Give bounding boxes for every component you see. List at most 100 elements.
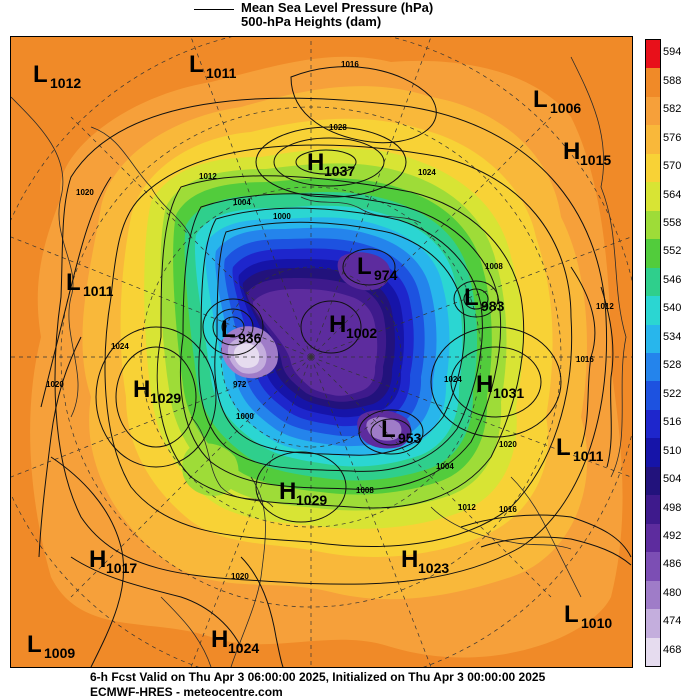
isobar-label-8: 1024 <box>111 342 129 351</box>
colorbar-tick-label: 522 <box>663 387 681 400</box>
isobar-label-19: 1012 <box>458 503 476 512</box>
low-pressure-letter: L <box>381 416 396 443</box>
colorbar-tick-label: 594 <box>663 46 681 59</box>
weather-map-canvas: 1016 1028 1024 1012 1004 1000 1020 1024 … <box>11 37 632 667</box>
isobar-label-17: 1008 <box>356 486 374 495</box>
low-pressure-letter: L <box>464 284 479 311</box>
coastline-arctic-islands <box>300 196 422 224</box>
low-pressure-letter: L <box>33 61 48 88</box>
pressure-center-value: 1011 <box>573 448 604 464</box>
colorbar-tick-label: 546 <box>663 273 681 286</box>
isobar-1012-ring <box>156 175 525 509</box>
colorbar-segment <box>646 637 660 667</box>
high-pressure-letter: H <box>563 138 580 165</box>
pressure-center-value: 1037 <box>324 163 355 179</box>
isobar-1016-ring <box>104 144 573 547</box>
colorbar-segment <box>646 466 660 496</box>
colorbar-segment <box>646 324 660 354</box>
meridian-10 <box>190 37 312 358</box>
isobar-1028-high <box>255 126 407 198</box>
colorbar-segment <box>646 580 660 610</box>
high-pressure-letter: H <box>329 311 346 338</box>
colorbar-segment <box>646 96 660 126</box>
colorbar-segment <box>646 438 660 468</box>
pressure-center-value: 1024 <box>228 640 259 656</box>
isobar-low-953-2 <box>370 418 412 446</box>
colorbar-segment <box>646 125 660 155</box>
isobar-1000-ring <box>214 221 466 456</box>
pressure-center-value: 1031 <box>493 385 524 401</box>
pressure-center-value: 1023 <box>418 560 449 576</box>
isobar-label-15: 1012 <box>596 302 614 311</box>
isobar-1024-west <box>38 336 82 558</box>
high-pressure-letter: H <box>307 149 324 176</box>
height-fill-layer <box>30 56 623 658</box>
isobar-1020-west-high <box>95 326 217 468</box>
height-band-492 <box>252 289 378 396</box>
pressure-center-value: 953 <box>398 430 422 446</box>
height-band-474 <box>233 343 260 368</box>
meridian-15 <box>11 356 312 478</box>
colorbar-segment <box>646 381 660 411</box>
isobar-label-11: 972 <box>233 380 247 389</box>
lat-lon-grid <box>11 37 632 667</box>
colorbar-tick-label: 552 <box>663 245 681 258</box>
colorbar-segment <box>646 40 660 69</box>
high-pressure-letter: H <box>401 546 418 573</box>
isobar-1004-ring <box>198 207 483 472</box>
coastline-central-america <box>160 596 212 667</box>
high-pressure-letter: H <box>133 376 150 403</box>
isobar-low-974 <box>342 248 396 286</box>
pressure-center-value: 1012 <box>50 75 81 91</box>
isobar-labels: 1016 1028 1024 1012 1004 1000 1020 1024 … <box>46 60 614 581</box>
pressure-center-value: 1017 <box>106 560 137 576</box>
high-pressure-letter: H <box>279 478 296 505</box>
pressure-center-value: 1029 <box>150 390 181 406</box>
pressure-center-value: 1010 <box>581 615 612 631</box>
colorbar-segment <box>646 409 660 439</box>
isobar-1008-ring <box>179 193 502 490</box>
high-pressure-letter: H <box>211 626 228 653</box>
colorbar-tick-label: 588 <box>663 74 681 87</box>
isobar-label-21: 1020 <box>231 572 249 581</box>
low-pressure-letter: L <box>189 51 204 78</box>
colorbar-segment <box>646 609 660 639</box>
low-pressure-letter: L <box>27 631 42 658</box>
isobar-low-936-1 <box>202 298 264 356</box>
isobar-label-4: 1012 <box>199 172 217 181</box>
colorbar-segment <box>646 523 660 553</box>
isobar-label-6: 1000 <box>273 212 291 221</box>
colorbar-tick-label: 558 <box>663 216 681 229</box>
colorbar-tick-label: 528 <box>663 359 681 372</box>
isobar-label-14: 1016 <box>576 355 594 364</box>
coastline-scandinavia <box>90 126 192 238</box>
meridian-12 <box>310 356 632 478</box>
map-legend: Mean Sea Level Pressure (hPa) 500-hPa He… <box>0 0 681 34</box>
colorbar-tick-label: 480 <box>663 586 681 599</box>
coastline-north-america <box>230 476 266 667</box>
low-pressure-letter: L <box>533 86 548 113</box>
isobar-label-9: 1008 <box>485 262 503 271</box>
isobar-label-5: 1004 <box>233 198 251 207</box>
colorbar-tick-label: 510 <box>663 444 681 457</box>
isobar-label-10: 1020 <box>46 380 64 389</box>
pressure-center-value: 1006 <box>550 100 581 116</box>
colorbar-tick-label: 516 <box>663 416 681 429</box>
meridian-5 <box>310 116 552 358</box>
low-pressure-letter: L <box>357 253 372 280</box>
colorbar-tick-label: 498 <box>663 501 681 514</box>
isobar-1032-high <box>273 137 385 187</box>
colorbar-segment <box>646 296 660 326</box>
isobar-1024-southwest <box>50 456 125 667</box>
isobar-label-3: 1024 <box>418 168 436 177</box>
colorbar-tick-label: 492 <box>663 529 681 542</box>
isobar-1016-south <box>480 536 632 566</box>
isobar-1020-east-high <box>430 326 562 438</box>
isobar-label-18: 1004 <box>436 462 454 471</box>
isobar-1012-south <box>460 514 632 558</box>
colorbar-tick-label: 576 <box>663 131 681 144</box>
low-pressure-letter: L <box>221 316 236 343</box>
height-band-low-953-core <box>366 417 402 441</box>
heights-legend-label: 500-hPa Heights (dam) <box>241 14 382 29</box>
